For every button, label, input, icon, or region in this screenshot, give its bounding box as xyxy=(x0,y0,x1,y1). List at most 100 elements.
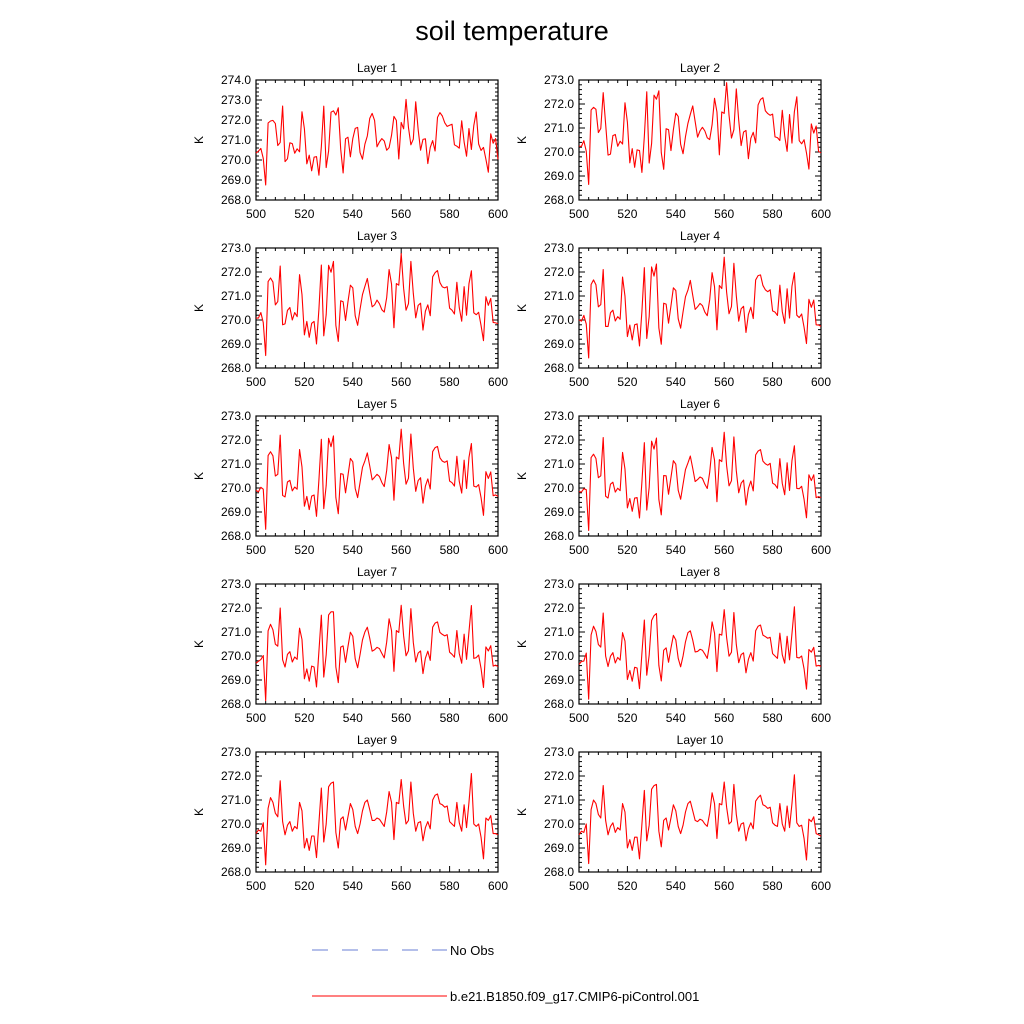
layer-8-title: Layer 8 xyxy=(680,565,720,579)
layer-5-y-tick-label: 273.0 xyxy=(221,409,251,423)
layer-2-y-axis-label: K xyxy=(515,136,529,144)
layer-10-frame xyxy=(578,751,822,873)
panels-container: Layer 1 268.0 269.0 270.0 271.0 272.0 273.0 274… xyxy=(192,61,831,893)
layer-3-x-tick-label: 500 xyxy=(246,375,266,389)
layer-7-y-tick-label: 268.0 xyxy=(221,697,251,711)
layer-9-y-tick-label: 268.0 xyxy=(221,865,251,879)
layer-4-x-tick-label: 580 xyxy=(763,375,783,389)
layer-6-x-tick-label: 520 xyxy=(617,543,637,557)
layer-6-y-axis-label: K xyxy=(515,472,529,480)
layer-9-x-tick-label: 520 xyxy=(294,879,314,893)
layer-4-y-tick-label: 272.0 xyxy=(544,265,574,279)
layer-2-y-ticks xyxy=(579,79,821,201)
layer-5-x-tick-label: 580 xyxy=(440,543,460,557)
layer-10-panel: Layer 10 268.0 269.0 270.0 271.0 272.0 273.0 50… xyxy=(515,733,831,893)
layer-1-y-tick-label: 269.0 xyxy=(221,173,251,187)
layer-10-y-axis-label: K xyxy=(515,808,529,816)
layer-8-y-tick-label: 270.0 xyxy=(544,649,574,663)
layer-5-x-tick-label: 600 xyxy=(488,543,508,557)
layer-5-panel: Layer 5 268.0 269.0 270.0 271.0 272.0 273.0 500… xyxy=(192,397,508,557)
layer-4-x-tick-label: 500 xyxy=(569,375,589,389)
layer-4-frame xyxy=(578,247,822,369)
layer-7-x-tick-label: 580 xyxy=(440,711,460,725)
layer-3-y-tick-label: 270.0 xyxy=(221,313,251,327)
layer-2-x-tick-label: 580 xyxy=(763,207,783,221)
layer-2-x-ticks xyxy=(578,80,822,200)
layer-4-y-tick-label: 268.0 xyxy=(544,361,574,375)
layer-1-y-tick-label: 271.0 xyxy=(221,133,251,147)
layer-1-y-tick-label: 273.0 xyxy=(221,93,251,107)
layer-10-y-tick-label: 269.0 xyxy=(544,841,574,855)
layer-6-x-tick-label: 600 xyxy=(811,543,831,557)
layer-7-x-tick-label: 540 xyxy=(343,711,363,725)
legend-label: No Obs xyxy=(450,943,495,958)
layer-9-x-tick-label: 540 xyxy=(343,879,363,893)
layer-5-x-ticks xyxy=(255,416,499,536)
layer-7-y-ticks xyxy=(256,583,498,705)
layer-4-model-series-line xyxy=(578,256,822,359)
layer-1-y-tick-label: 268.0 xyxy=(221,193,251,207)
layer-4-x-tick-label: 600 xyxy=(811,375,831,389)
layer-3-y-tick-label: 272.0 xyxy=(221,265,251,279)
layer-8-y-tick-label: 273.0 xyxy=(544,577,574,591)
layer-10-x-tick-label: 540 xyxy=(666,879,686,893)
layer-8-y-tick-label: 269.0 xyxy=(544,673,574,687)
layer-1-y-ticks xyxy=(256,79,498,201)
layer-2-y-tick-label: 273.0 xyxy=(544,73,574,87)
layer-8-x-tick-label: 600 xyxy=(811,711,831,725)
layer-2-x-tick-label: 560 xyxy=(714,207,734,221)
layer-6-x-tick-label: 500 xyxy=(569,543,589,557)
layer-10-y-tick-label: 273.0 xyxy=(544,745,574,759)
layer-3-y-tick-label: 268.0 xyxy=(221,361,251,375)
layer-9-frame xyxy=(255,751,499,873)
legend: No Obs b.e21.B1850.f09_g17.CMIP6-piContro… xyxy=(312,943,699,1004)
layer-3-model-series-line xyxy=(256,252,499,357)
layer-9-model-series-line xyxy=(255,773,499,866)
layer-2-panel: Layer 2 268.0 269.0 270.0 271.0 272.0 273.0 500… xyxy=(515,61,831,221)
layer-7-x-ticks xyxy=(255,584,499,704)
layer-5-y-tick-label: 272.0 xyxy=(221,433,251,447)
layer-3-x-tick-label: 600 xyxy=(488,375,508,389)
layer-3-x-tick-label: 540 xyxy=(343,375,363,389)
layer-6-model-series-line xyxy=(578,431,822,532)
layer-4-x-tick-label: 560 xyxy=(714,375,734,389)
layer-5-y-tick-label: 268.0 xyxy=(221,529,251,543)
layer-3-panel: Layer 3 268.0 269.0 270.0 271.0 272.0 273.0 500… xyxy=(192,229,508,389)
layer-3-title: Layer 3 xyxy=(357,229,397,243)
layer-5-x-tick-label: 560 xyxy=(391,543,411,557)
chart-title: soil temperature xyxy=(415,16,609,46)
layer-10-x-tick-label: 580 xyxy=(763,879,783,893)
layer-4-x-tick-label: 540 xyxy=(666,375,686,389)
layer-1-frame xyxy=(255,79,499,201)
layer-2-model-series-line xyxy=(578,82,822,185)
layer-5-x-tick-label: 540 xyxy=(343,543,363,557)
layer-6-y-tick-label: 268.0 xyxy=(544,529,574,543)
layer-9-x-ticks xyxy=(255,752,499,872)
layer-6-y-tick-label: 271.0 xyxy=(544,457,574,471)
layer-6-panel: Layer 6 268.0 269.0 270.0 271.0 272.0 273.0 500… xyxy=(515,397,831,557)
layer-10-x-tick-label: 520 xyxy=(617,879,637,893)
layer-4-title: Layer 4 xyxy=(680,229,720,243)
legend-label: b.e21.B1850.f09_g17.CMIP6-piControl.001 xyxy=(450,989,699,1004)
layer-5-title: Layer 5 xyxy=(357,397,397,411)
layer-1-x-tick-label: 520 xyxy=(294,207,314,221)
layer-3-y-ticks xyxy=(256,247,498,369)
layer-5-model-series-line xyxy=(255,428,499,530)
layer-7-x-tick-label: 500 xyxy=(246,711,266,725)
layer-1-y-tick-label: 274.0 xyxy=(221,73,251,87)
layer-6-x-ticks xyxy=(578,416,822,536)
layer-7-y-tick-label: 270.0 xyxy=(221,649,251,663)
layer-1-x-tick-label: 600 xyxy=(488,207,508,221)
layer-3-x-tick-label: 560 xyxy=(391,375,411,389)
layer-2-y-tick-label: 272.0 xyxy=(544,97,574,111)
layer-4-y-tick-label: 273.0 xyxy=(544,241,574,255)
layer-1-x-ticks xyxy=(255,80,499,200)
layer-9-panel: Layer 9 268.0 269.0 270.0 271.0 272.0 273.0 500… xyxy=(192,733,508,893)
layer-6-frame xyxy=(578,415,822,537)
layer-9-y-axis-label: K xyxy=(192,808,206,816)
layer-10-x-tick-label: 560 xyxy=(714,879,734,893)
layer-7-x-tick-label: 560 xyxy=(391,711,411,725)
layer-3-x-tick-label: 580 xyxy=(440,375,460,389)
layer-3-x-ticks xyxy=(255,248,499,368)
layer-5-x-tick-label: 500 xyxy=(246,543,266,557)
